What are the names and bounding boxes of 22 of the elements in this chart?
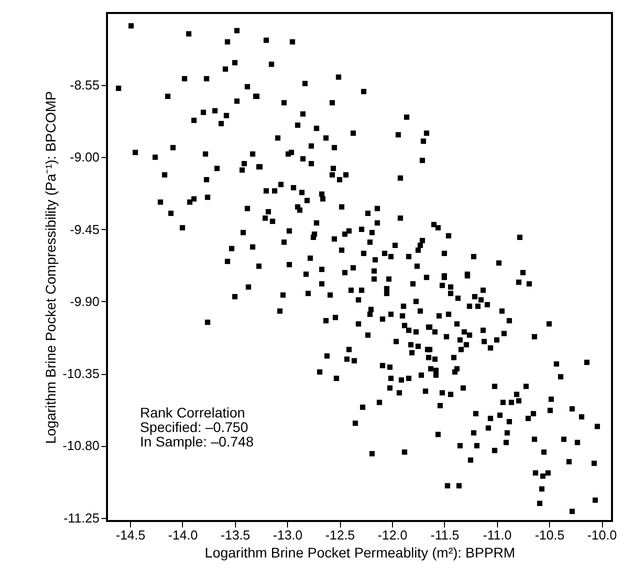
x-tick-label: -12.5 [325,528,355,542]
x-tick-label: -10.5 [534,528,564,542]
x-tick-label: -13.0 [272,528,303,542]
x-tick-label: -11.5 [430,528,460,542]
x-tick-label: -12.0 [378,528,408,542]
x-tick-label: -10.0 [587,528,617,542]
annotation: Specified: –0.750 [140,419,248,435]
annotation: Rank Correlation [140,404,246,420]
y-tick-label: -9.00 [70,150,100,165]
y-tick-label: -10.80 [62,438,100,454]
y-tick-label: -10.35 [62,366,100,382]
y-tick-label: -11.25 [64,510,100,526]
annotation: In Sample: –0.748 [140,434,254,450]
y-tick-label: -8.55 [70,78,100,93]
x-axis-title: Logarithm Brine Pocket Permeablity (m²): BPPRM [204,544,516,560]
y-tick-label: -9.45 [70,222,100,237]
y-axis-title: Logarithm Brine Pocket Compressibility (Pa⁻¹): BPCOMP [42,91,59,444]
x-tick-label: -13.5 [220,528,250,542]
y-tick-label: -9.90 [70,294,100,309]
x-tick-label: -11.0 [482,528,512,542]
x-tick-label: -14.5 [116,528,146,542]
x-tick-label: -14.0 [168,528,198,542]
